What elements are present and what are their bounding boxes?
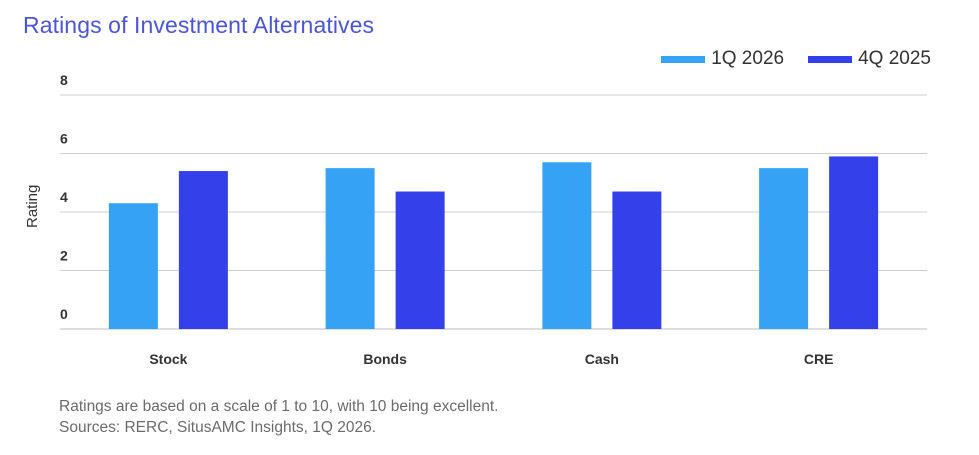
y-tick-label: 6 [60, 131, 68, 147]
y-tick-label: 4 [60, 189, 68, 205]
legend: 1Q 2026 4Q 2025 [661, 48, 931, 70]
legend-swatch-1q-2026 [661, 55, 706, 63]
x-tick-label-bonds: Bonds [363, 351, 407, 367]
legend-item-1q-2026: 1Q 2026 [661, 48, 784, 70]
chart-title: Ratings of Investment Alternatives [23, 12, 375, 38]
x-tick-label-stock: Stock [149, 351, 187, 367]
legend-item-4q-2025: 4Q 2025 [808, 48, 931, 70]
x-tick-label-cre: CRE [804, 351, 834, 367]
bar-cre-4q-2025 [829, 156, 879, 329]
legend-label-4q-2025: 4Q 2025 [858, 48, 931, 69]
bar-stock-1q-2026 [108, 203, 158, 329]
bar-cash-1q-2026 [542, 162, 592, 329]
x-tick-label-cash: Cash [585, 351, 619, 367]
bar-cash-4q-2025 [612, 191, 662, 329]
legend-swatch-4q-2025 [808, 55, 853, 63]
y-tick-label: 8 [60, 72, 68, 88]
legend-label-1q-2026: 1Q 2026 [711, 48, 785, 69]
bar-stock-4q-2025 [178, 171, 228, 329]
chart-notes: Ratings are based on a scale of 1 to 10,… [59, 396, 498, 438]
y-tick-label: 0 [60, 306, 68, 322]
note-sources: Sources: RERC, SitusAMC Insights, 1Q 202… [59, 419, 377, 436]
bar-cre-1q-2026 [759, 168, 809, 329]
bar-bonds-1q-2026 [325, 168, 375, 329]
bar-bonds-4q-2025 [395, 191, 445, 329]
y-tick-label: 2 [60, 248, 68, 264]
note-scale: Ratings are based on a scale of 1 to 10,… [59, 398, 499, 415]
